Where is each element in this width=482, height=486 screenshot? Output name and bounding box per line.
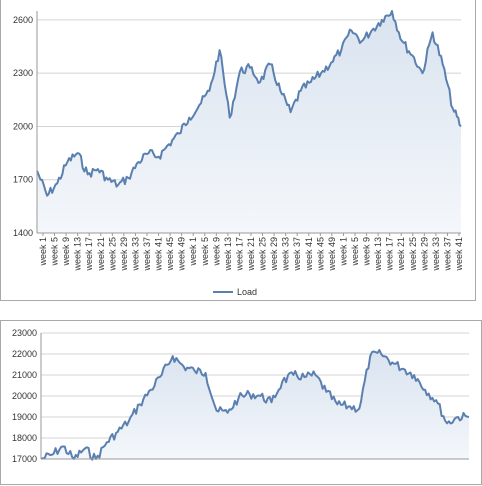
series-line bbox=[40, 349, 470, 461]
x-tick-label: week 33 bbox=[130, 237, 140, 272]
x-tick-label: week 13 bbox=[73, 237, 83, 272]
x-tick-label: week 25 bbox=[107, 237, 117, 272]
y-tick-label: 22000 bbox=[12, 349, 37, 359]
x-tick-label: week 21 bbox=[246, 237, 256, 272]
second-chart: 17000 18000 19000 20000 21000 22000 23000 bbox=[12, 328, 470, 464]
x-tick-label: week 45 bbox=[315, 237, 325, 272]
x-tick-label: week 25 bbox=[408, 237, 418, 272]
x-tick-label: week 41 bbox=[454, 237, 464, 272]
x-tick-label: week 1 bbox=[188, 237, 198, 267]
series-line bbox=[36, 10, 462, 197]
y-tick-label: 19000 bbox=[12, 412, 37, 422]
x-tick-label: week 5 bbox=[50, 237, 60, 267]
x-tick-label: week 1 bbox=[38, 237, 48, 267]
x-tick-label: week 37 bbox=[142, 237, 152, 272]
x-tick-label: week 17 bbox=[84, 237, 94, 272]
y-tick-label: 23000 bbox=[12, 328, 37, 338]
series-area bbox=[37, 11, 461, 233]
x-tick-label: week 49 bbox=[327, 237, 337, 272]
legend-label: Load bbox=[237, 287, 257, 297]
x-tick-label: week 29 bbox=[269, 237, 279, 272]
y-tick-label: 17000 bbox=[12, 454, 37, 464]
x-tick-label: week 49 bbox=[177, 237, 187, 272]
x-tick-label: week 13 bbox=[223, 237, 233, 272]
x-tick-label: week 9 bbox=[362, 237, 372, 267]
x-tick-label: week 41 bbox=[154, 237, 164, 272]
x-tick-label: week 17 bbox=[385, 237, 395, 272]
y-tick-label: 2300 bbox=[13, 68, 33, 78]
x-tick-label: week 33 bbox=[431, 237, 441, 272]
x-tick-label: week 9 bbox=[211, 237, 221, 267]
x-tick-label: week 33 bbox=[281, 237, 291, 272]
x-tick-label: week 29 bbox=[119, 237, 129, 272]
x-tick-label: week 13 bbox=[373, 237, 383, 272]
y-tick-label: 21000 bbox=[12, 370, 37, 380]
x-tick-label: week 37 bbox=[442, 237, 452, 272]
x-tick-label: week 17 bbox=[234, 237, 244, 272]
x-tick-label: week 9 bbox=[61, 237, 71, 267]
x-tick-label: week 21 bbox=[396, 237, 406, 272]
x-tick-label: week 45 bbox=[165, 237, 175, 272]
x-tick-label: week 5 bbox=[200, 237, 210, 267]
x-tick-label: week 25 bbox=[258, 237, 268, 272]
y-tick-label: 2000 bbox=[13, 121, 33, 131]
x-tick-label: week 41 bbox=[304, 237, 314, 272]
y-tick-label: 18000 bbox=[12, 433, 37, 443]
x-tick-label: week 21 bbox=[96, 237, 106, 272]
y-tick-label: 1700 bbox=[13, 175, 33, 185]
x-tick-label: week 29 bbox=[419, 237, 429, 272]
load-chart-panel: 1400 1700 2000 2300 2600 week 1 week 5 week 9 we… bbox=[0, 0, 476, 301]
x-tick-label: week 5 bbox=[350, 237, 360, 267]
y-tick-label: 2600 bbox=[13, 15, 33, 25]
x-tick-label: week 1 bbox=[338, 237, 348, 267]
y-tick-label: 20000 bbox=[12, 391, 37, 401]
x-tick-label: week 37 bbox=[292, 237, 302, 272]
y-tick-label: 1400 bbox=[13, 228, 33, 238]
series-area bbox=[41, 350, 469, 460]
second-chart-panel: 17000 18000 19000 20000 21000 22000 23000 bbox=[0, 320, 482, 485]
